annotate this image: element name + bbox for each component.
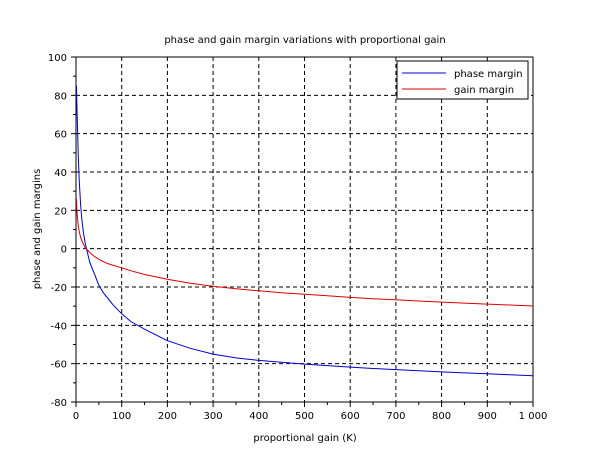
y-tick-label: -40 <box>51 321 67 332</box>
x-tick-label: 0 <box>73 411 79 422</box>
x-tick-label: 400 <box>249 411 268 422</box>
series-group <box>76 85 534 377</box>
x-tick-label: 300 <box>204 411 223 422</box>
phase-margin-series-line <box>76 85 534 377</box>
x-axis-label: proportional gain (K) <box>253 433 356 444</box>
y-tick-label: -20 <box>51 283 67 294</box>
x-tick-label: 700 <box>386 411 405 422</box>
gain-margin-series-line <box>76 198 534 307</box>
y-tick-label: 100 <box>48 53 67 64</box>
y-tick-label: 80 <box>54 91 67 102</box>
legend: phase margin gain margin <box>396 60 529 100</box>
grid <box>76 57 533 402</box>
legend-phase-margin-label: phase margin <box>454 69 523 80</box>
x-tick-label: 600 <box>341 411 360 422</box>
legend-gain-margin-label: gain margin <box>454 85 514 96</box>
axis-ticks: 0 100 200 300 400 500 600 700 800 900 1 000-80-60-… <box>48 53 547 422</box>
y-tick-label: -60 <box>51 360 67 371</box>
x-tick-label: 800 <box>432 411 451 422</box>
y-axis-label: phase and gain margins <box>32 169 43 290</box>
x-tick-label: 500 <box>295 411 314 422</box>
x-tick-label: 1 000 <box>519 411 548 422</box>
legend-box <box>396 60 529 100</box>
y-tick-label: 20 <box>54 206 67 217</box>
x-tick-label: 200 <box>158 411 177 422</box>
y-tick-label: -80 <box>51 398 67 409</box>
y-tick-label: 60 <box>54 130 67 141</box>
chart-title: phase and gain margin variations with pr… <box>164 35 445 46</box>
x-tick-label: 100 <box>112 411 131 422</box>
y-tick-label: 40 <box>54 168 67 179</box>
y-tick-label: 0 <box>61 245 67 256</box>
x-tick-label: 900 <box>478 411 497 422</box>
